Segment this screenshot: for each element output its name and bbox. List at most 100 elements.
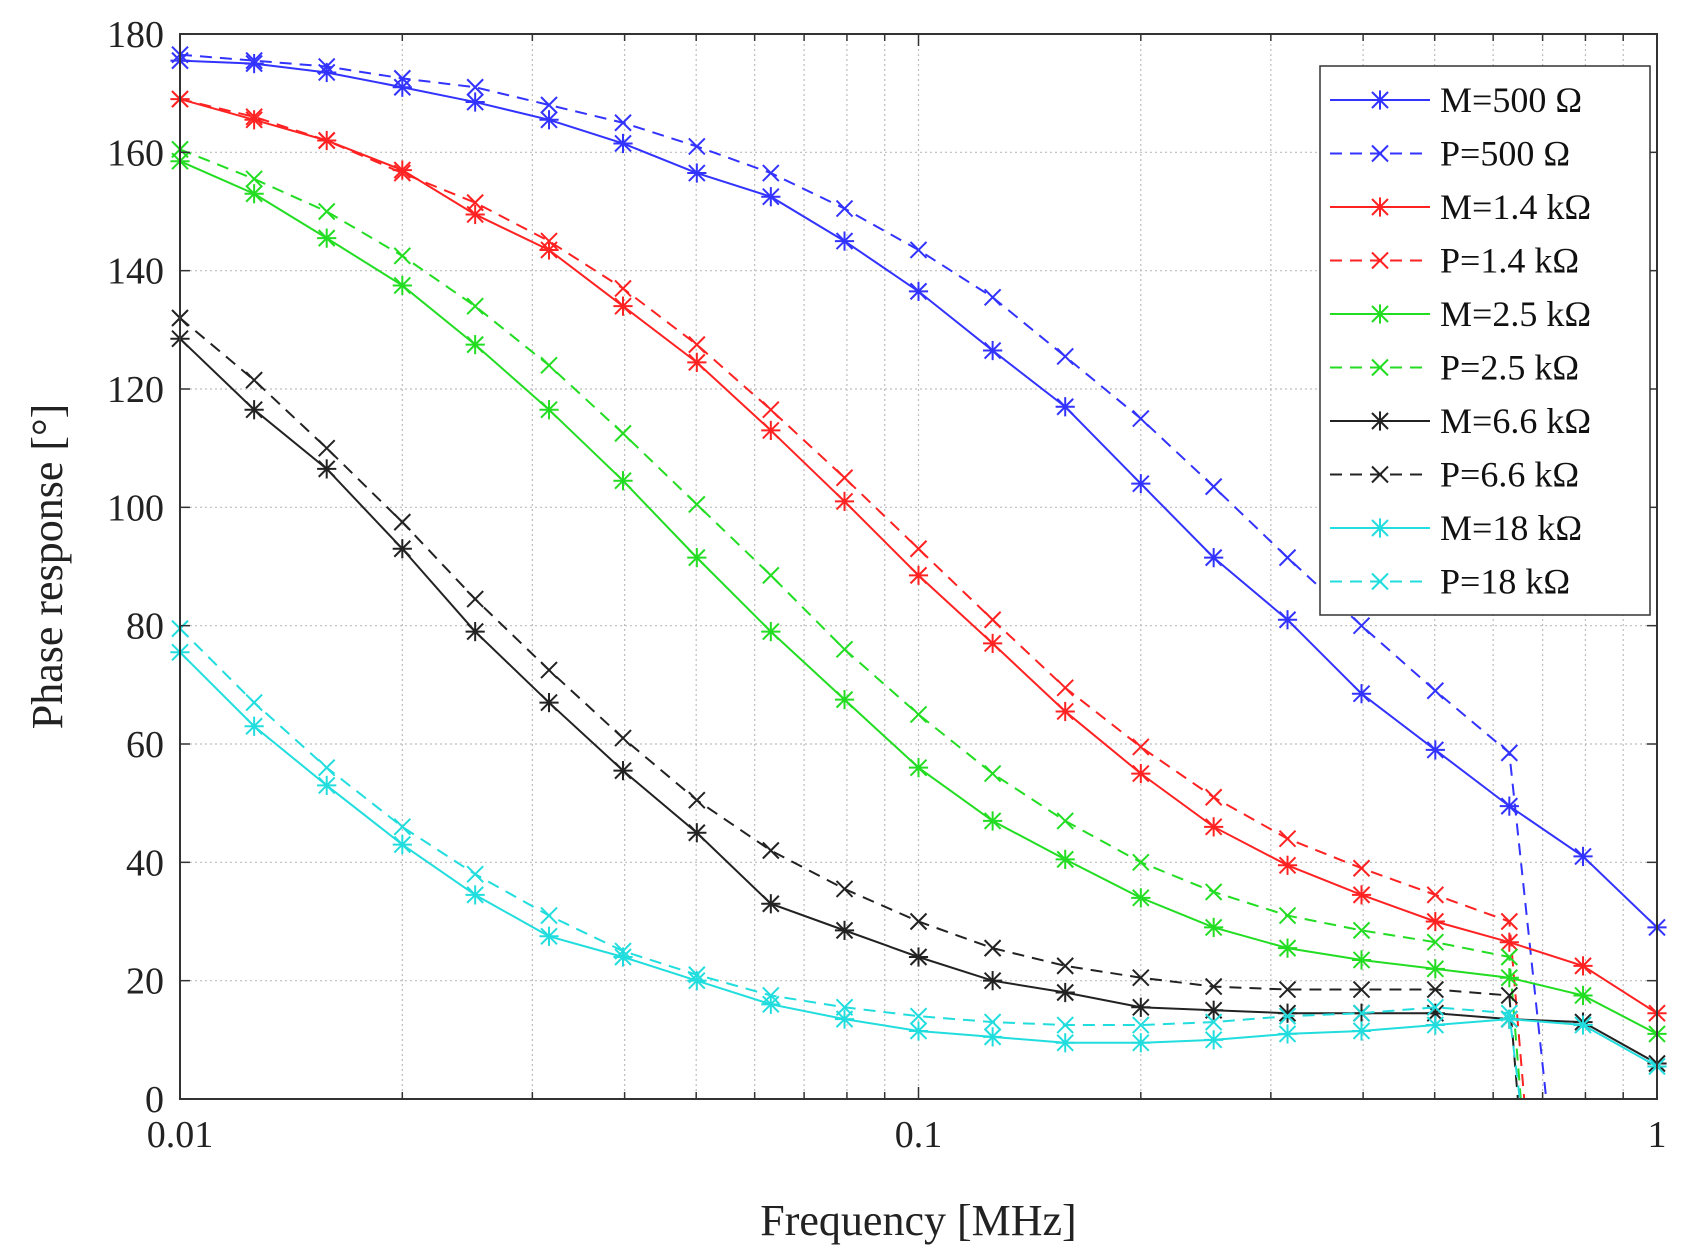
data-point — [1573, 956, 1593, 976]
data-point — [983, 340, 1003, 361]
data-point — [245, 693, 263, 712]
data-point — [466, 297, 484, 315]
x-tick-label: 1 — [1648, 1114, 1667, 1156]
data-point — [687, 352, 707, 372]
legend: M=500 Ω P=500 Ω M=1.4 kΩ P=1.4 kΩ M=2.5 kΩ P=… — [1319, 65, 1651, 616]
data-point — [540, 232, 558, 250]
data-point — [1131, 763, 1151, 784]
data-point — [244, 716, 264, 736]
data-point — [1351, 885, 1372, 905]
data-point — [1351, 950, 1372, 970]
legend-label: P=6.6 kΩ — [1440, 455, 1579, 495]
data-point — [1351, 684, 1372, 704]
legend-item: M=500 Ω — [1330, 80, 1582, 120]
data-point — [1426, 682, 1445, 700]
data-point — [983, 1027, 1003, 1047]
data-point — [317, 459, 337, 479]
data-point — [318, 202, 336, 221]
data-point — [762, 566, 780, 585]
data-point — [1132, 853, 1150, 872]
legend-marker — [1370, 411, 1390, 431]
data-point — [688, 966, 706, 984]
data-point — [835, 199, 854, 218]
data-point — [1500, 948, 1519, 966]
data-point — [1132, 969, 1150, 987]
data-point — [393, 164, 412, 182]
data-point — [1278, 906, 1297, 925]
data-point — [1204, 548, 1224, 568]
data-point — [392, 275, 412, 296]
data-point — [835, 880, 854, 898]
legend-label: P=1.4 kΩ — [1440, 241, 1579, 281]
data-point — [1351, 1021, 1372, 1041]
data-point — [1426, 998, 1445, 1016]
data-point — [834, 491, 855, 512]
legend-marker — [1371, 572, 1389, 591]
data-point — [1131, 997, 1151, 1017]
data-point — [318, 131, 336, 150]
legend-label: M=1.4 kΩ — [1440, 187, 1591, 227]
series-line — [179, 317, 1519, 1100]
data-point — [613, 133, 633, 154]
data-point — [393, 513, 412, 531]
data-point — [908, 947, 929, 967]
data-point — [761, 994, 781, 1014]
data-point — [466, 193, 484, 212]
y-tick-label: 20 — [126, 961, 164, 1003]
data-point — [614, 114, 632, 132]
data-point — [392, 77, 412, 97]
data-point — [1277, 938, 1298, 958]
data-point — [688, 335, 706, 354]
data-point — [834, 1009, 855, 1029]
data-point — [614, 729, 632, 747]
data-point — [909, 540, 928, 558]
data-point — [465, 621, 485, 642]
data-point — [317, 228, 337, 248]
x-tick-label: 0.1 — [895, 1114, 943, 1156]
data-point — [908, 758, 929, 778]
legend-label: M=2.5 kΩ — [1440, 294, 1591, 334]
data-point — [1573, 985, 1593, 1006]
data-point — [539, 692, 559, 713]
data-point — [909, 705, 928, 724]
data-point — [466, 78, 484, 96]
data-point — [1426, 933, 1445, 951]
data-point — [466, 865, 484, 883]
data-point — [1352, 1004, 1371, 1022]
legend-item: M=2.5 kΩ — [1330, 294, 1591, 334]
data-point — [1204, 1030, 1224, 1050]
data-point — [909, 241, 928, 259]
data-point — [834, 690, 855, 710]
legend-item: P=6.6 kΩ — [1330, 455, 1579, 495]
data-point — [1204, 917, 1224, 938]
data-point — [1573, 846, 1593, 867]
data-point — [1204, 883, 1223, 901]
data-point — [539, 400, 559, 420]
legend-label: P=2.5 kΩ — [1440, 348, 1579, 388]
data-point — [244, 400, 264, 420]
y-tick-label: 100 — [107, 487, 164, 529]
series-p-2-5-kohm — [171, 140, 1522, 1100]
legend-item: M=18 kΩ — [1330, 508, 1582, 548]
data-point — [1131, 1033, 1151, 1053]
data-point — [1352, 980, 1371, 999]
legend-label: M=500 Ω — [1440, 80, 1582, 120]
data-point — [1277, 1003, 1298, 1023]
data-point — [1352, 921, 1371, 940]
data-point — [1277, 855, 1298, 875]
series-line — [179, 148, 1522, 1100]
data-point — [1500, 986, 1519, 1005]
data-point — [317, 775, 337, 796]
data-point — [1132, 738, 1150, 756]
data-point — [983, 764, 1002, 783]
data-point — [1204, 788, 1223, 806]
data-point — [465, 885, 485, 905]
data-point — [1278, 980, 1297, 999]
y-tick-label: 180 — [107, 14, 164, 56]
data-point — [835, 640, 854, 659]
series-line — [179, 98, 1526, 1100]
data-point — [761, 187, 781, 207]
data-point — [539, 926, 559, 946]
data-point — [540, 96, 558, 114]
